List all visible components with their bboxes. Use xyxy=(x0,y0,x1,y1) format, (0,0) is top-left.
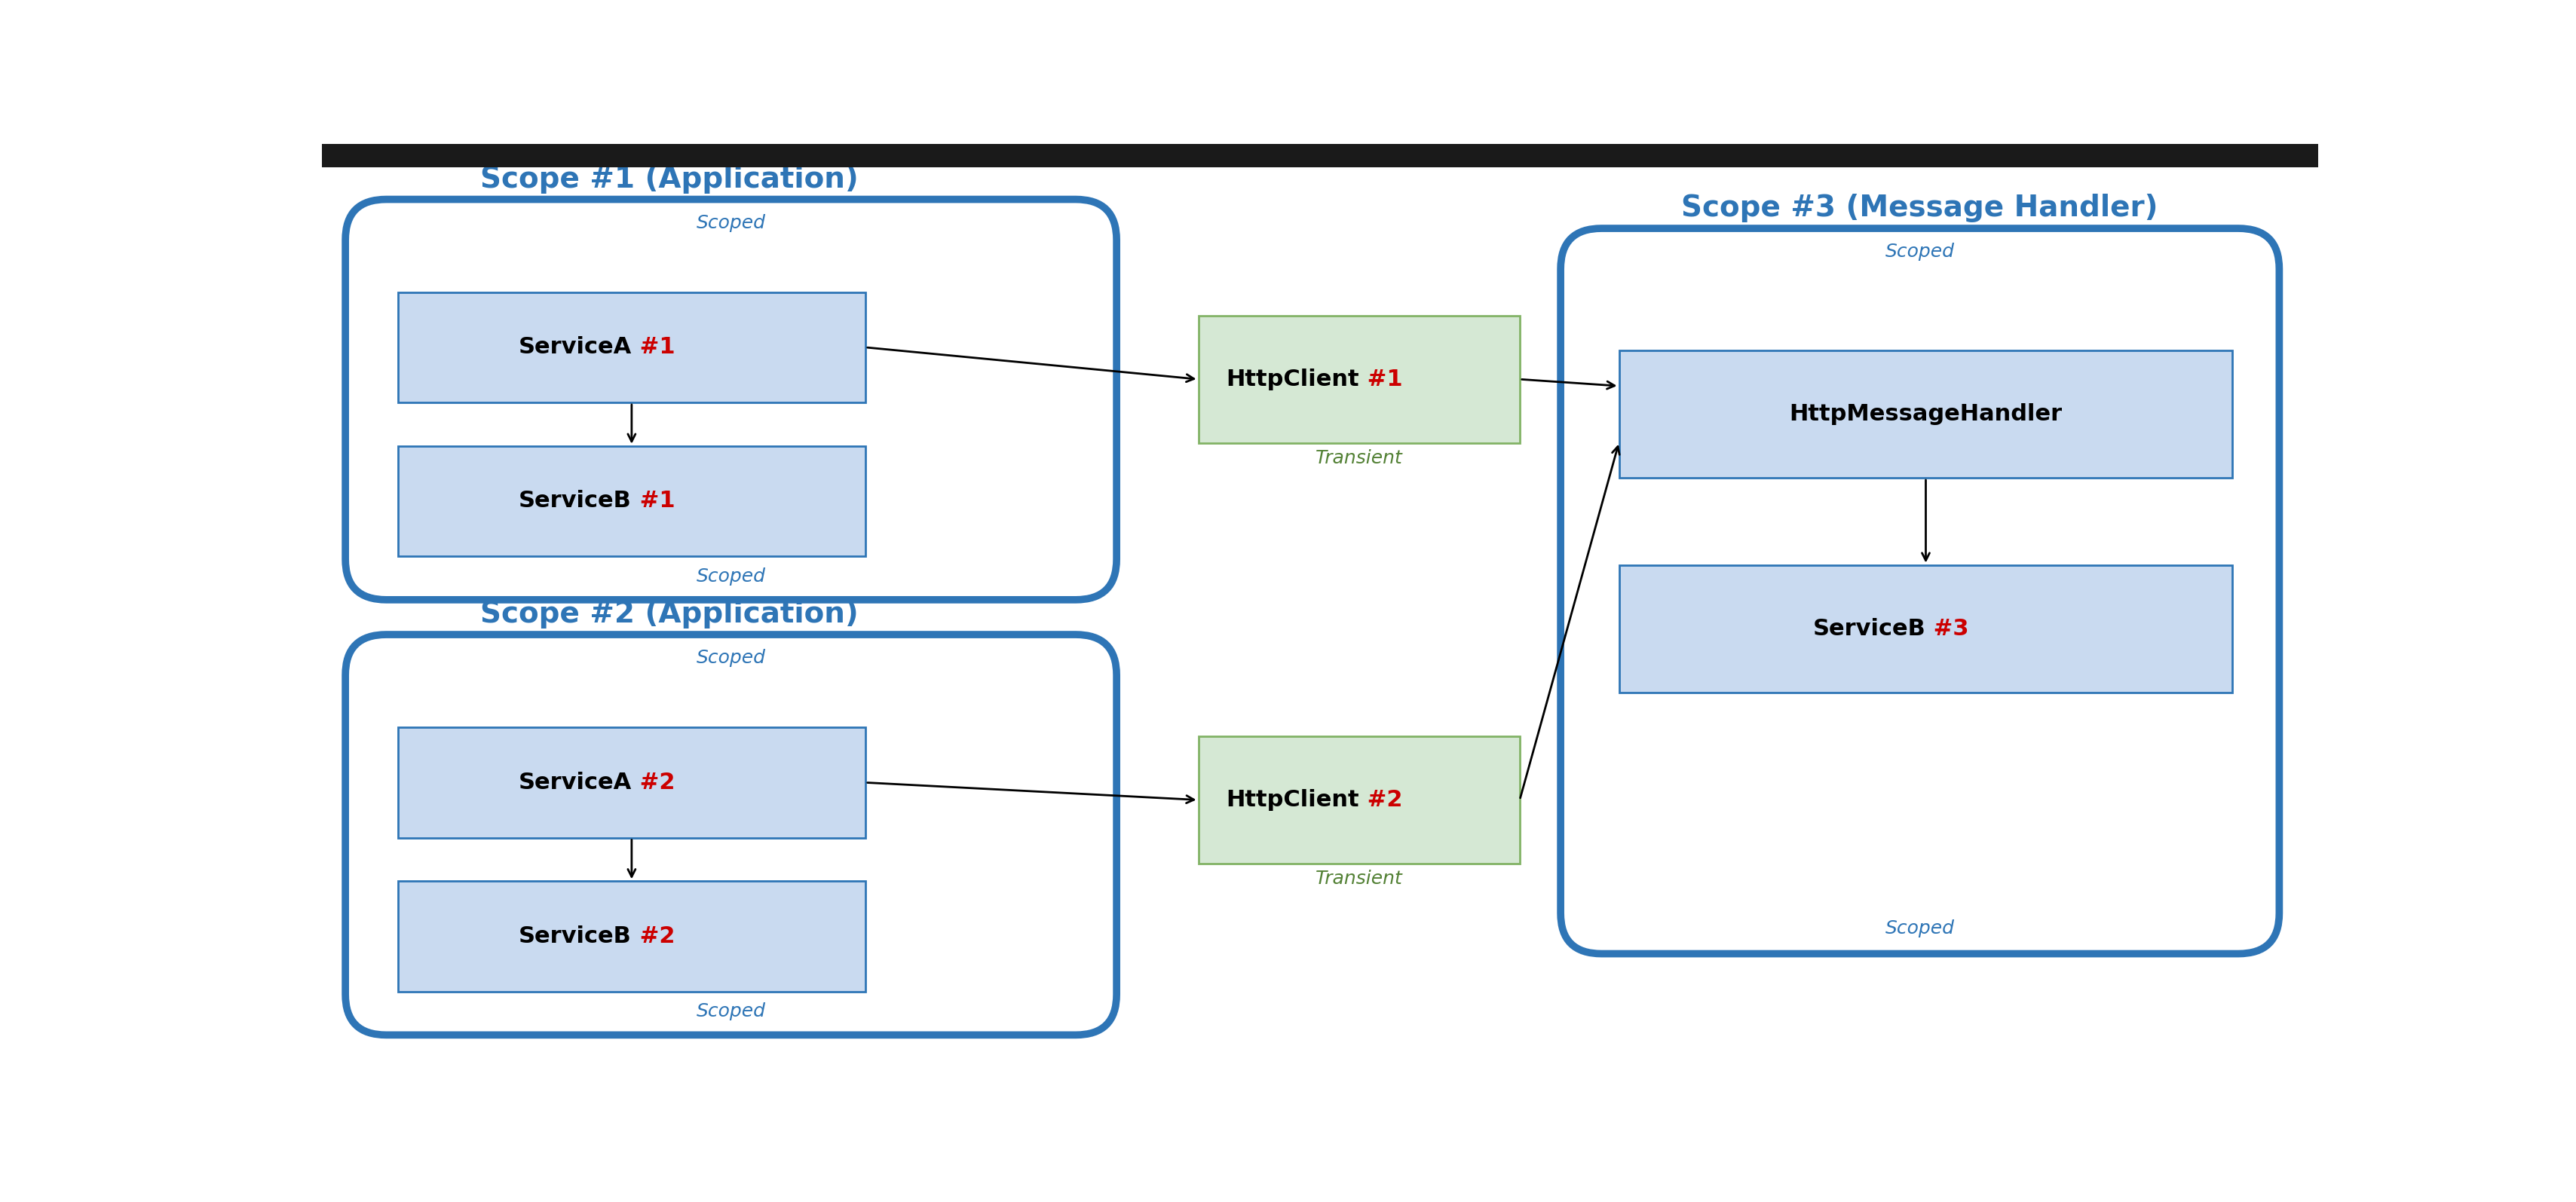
Text: Scoped: Scoped xyxy=(696,1002,765,1020)
Text: ServiceB: ServiceB xyxy=(518,490,631,512)
Text: HttpClient: HttpClient xyxy=(1226,789,1360,811)
Text: Scoped: Scoped xyxy=(696,567,765,585)
Text: Scoped: Scoped xyxy=(696,214,765,232)
FancyBboxPatch shape xyxy=(345,635,1115,1035)
Text: Scope #3 (Message Handler): Scope #3 (Message Handler) xyxy=(1682,194,2159,222)
Text: Scoped: Scoped xyxy=(696,649,765,667)
Text: #1: #1 xyxy=(631,337,675,358)
FancyBboxPatch shape xyxy=(345,200,1115,600)
Text: #3: #3 xyxy=(1927,618,1968,639)
Text: #2: #2 xyxy=(631,926,675,947)
Text: Scoped: Scoped xyxy=(1886,920,1955,938)
FancyBboxPatch shape xyxy=(1198,315,1520,444)
Text: ServiceA: ServiceA xyxy=(518,337,631,358)
Text: #2: #2 xyxy=(631,772,675,793)
FancyBboxPatch shape xyxy=(397,881,866,992)
Text: ServiceA: ServiceA xyxy=(518,772,631,793)
Text: HttpClient: HttpClient xyxy=(1226,368,1360,391)
Text: #1: #1 xyxy=(631,490,675,512)
FancyBboxPatch shape xyxy=(1198,736,1520,864)
FancyBboxPatch shape xyxy=(397,446,866,557)
Text: Transient: Transient xyxy=(1316,869,1404,887)
Text: Scope #1 (Application): Scope #1 (Application) xyxy=(479,165,858,194)
FancyBboxPatch shape xyxy=(397,292,866,403)
Text: ServiceB: ServiceB xyxy=(518,926,631,947)
Text: #2: #2 xyxy=(1360,789,1401,811)
FancyBboxPatch shape xyxy=(1620,350,2233,478)
FancyBboxPatch shape xyxy=(1561,228,2280,953)
Text: HttpMessageHandler: HttpMessageHandler xyxy=(1790,403,2063,426)
Text: #1: #1 xyxy=(1360,368,1401,391)
Text: Scope #2 (Application): Scope #2 (Application) xyxy=(479,600,858,629)
Bar xyxy=(322,144,2318,167)
Text: Transient: Transient xyxy=(1316,448,1404,466)
Text: ServiceB: ServiceB xyxy=(1814,618,1927,639)
Text: Scoped: Scoped xyxy=(1886,243,1955,261)
FancyBboxPatch shape xyxy=(397,727,866,838)
FancyBboxPatch shape xyxy=(1620,565,2233,692)
